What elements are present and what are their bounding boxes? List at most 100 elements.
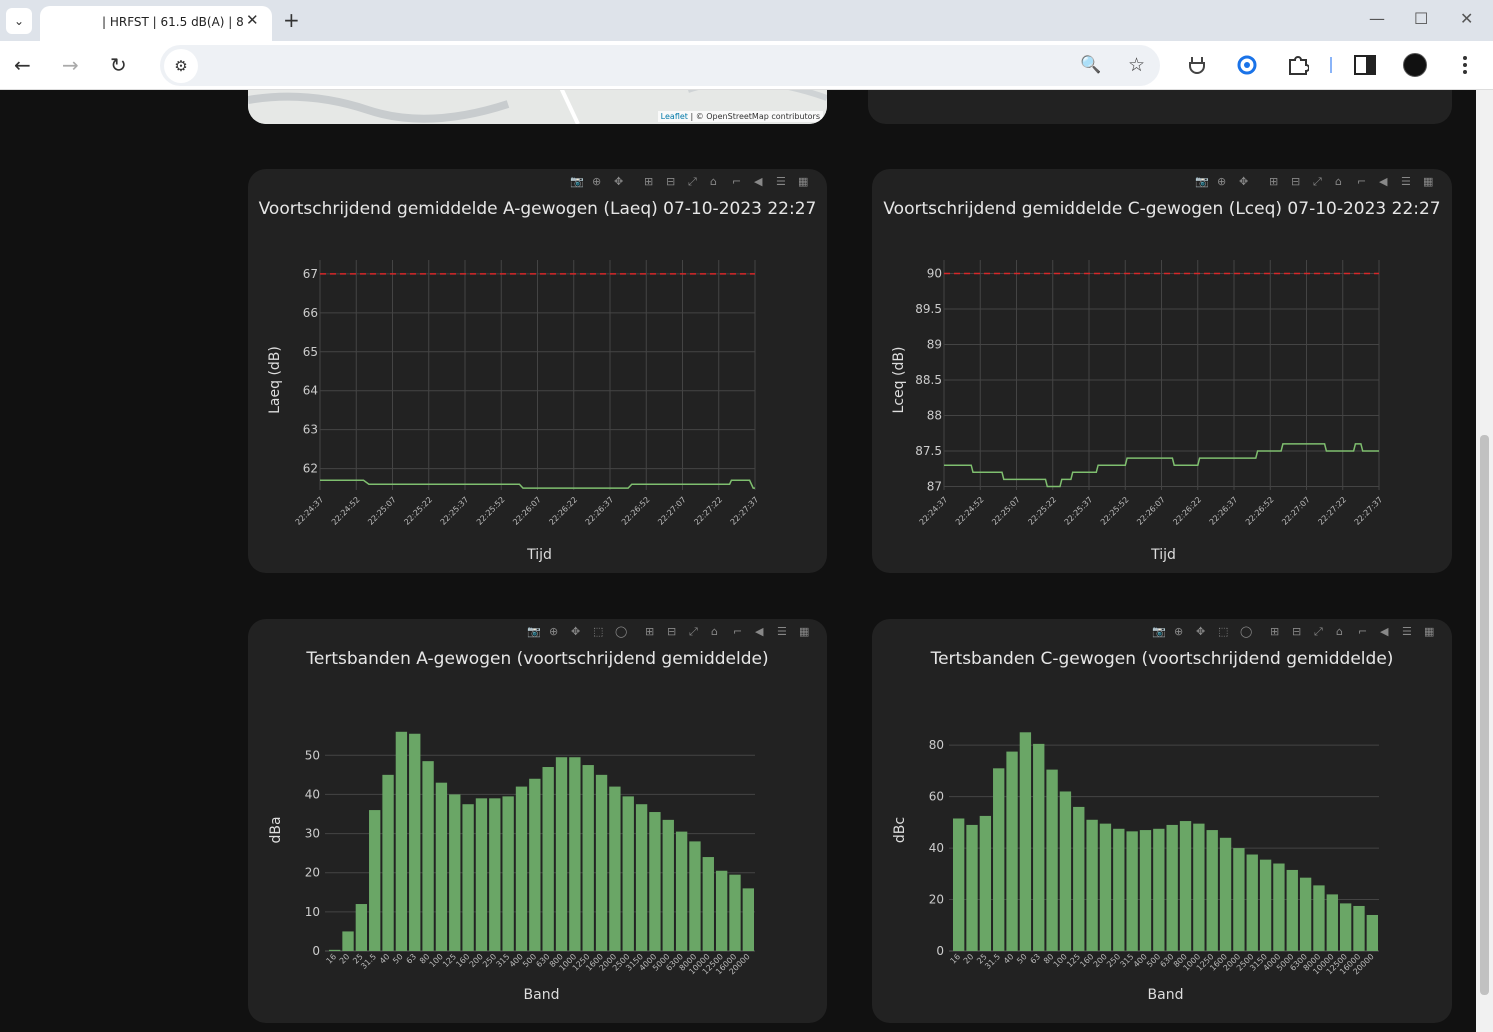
bar <box>1246 854 1258 951</box>
side-panel-icon[interactable] <box>1354 55 1376 75</box>
modebar-zoom-out-icon[interactable]: ⊟ <box>1291 175 1300 188</box>
modebar-hover-closest-icon[interactable]: ◀ <box>1379 175 1388 188</box>
modebar-hover-compare-icon[interactable]: ☰ <box>776 175 786 188</box>
modebar-autoscale-icon[interactable]: ⤢ <box>688 175 697 188</box>
new-tab-button[interactable]: + <box>283 8 300 32</box>
modebar-spike-icon[interactable]: ⌐ <box>732 175 741 188</box>
modebar-hover-compare-icon[interactable]: ☰ <box>777 625 787 638</box>
extensions-puzzle-icon[interactable] <box>1287 54 1309 76</box>
modebar-pan-icon[interactable]: ✥ <box>1239 175 1248 188</box>
x-tick-label: 31.5 <box>359 952 378 971</box>
extension-plug-icon[interactable] <box>1188 55 1206 75</box>
chart-title: Voortschrijdend gemiddelde A-gewogen (La… <box>259 199 817 219</box>
modebar-camera-icon[interactable]: 📷 <box>1152 625 1166 638</box>
tab-close-icon[interactable]: ✕ <box>246 11 259 29</box>
modebar-home-icon[interactable]: ⌂ <box>1335 175 1342 188</box>
x-tick-label: 16 <box>325 952 339 966</box>
site-info-icon[interactable]: ⚙ <box>164 49 198 83</box>
bar <box>1366 914 1378 951</box>
leaflet-link[interactable]: Leaflet <box>660 112 688 121</box>
map-card[interactable]: Leaflet | © OpenStreetMap contributors <box>248 90 827 124</box>
address-bar[interactable]: ⚙ 🔍 ☆ <box>160 45 1160 86</box>
modebar-zoom-out-icon[interactable]: ⊟ <box>666 175 675 188</box>
modebar-zoom-in-icon[interactable]: ⊞ <box>644 175 653 188</box>
tertsbanden-c-chart[interactable]: 📷 ⊕ ✥ ⬚ ◯ ⊞ ⊟ ⤢ ⌂ ⌐ ◀ ☰ ▦ Tertsbanden C-gewogen (voor… <box>872 619 1452 1023</box>
y-tick-label: 20 <box>929 893 944 907</box>
x-tick-label: 22:26:37 <box>584 495 616 527</box>
modebar-zoom-icon[interactable]: ⊕ <box>1217 175 1226 188</box>
modebar-home-icon[interactable]: ⌂ <box>710 175 717 188</box>
modebar-zoom-in-icon[interactable]: ⊞ <box>645 625 654 638</box>
modebar-plotly-logo-icon[interactable]: ▦ <box>798 175 808 188</box>
modebar-pan-icon[interactable]: ✥ <box>1196 625 1205 638</box>
modebar-camera-icon[interactable]: 📷 <box>1195 175 1209 188</box>
modebar-plotly-logo-icon[interactable]: ▦ <box>1424 625 1434 638</box>
modebar-home-icon[interactable]: ⌂ <box>1336 625 1343 638</box>
modebar-zoom-icon[interactable]: ⊕ <box>1174 625 1183 638</box>
modebar-spike-icon[interactable]: ⌐ <box>1358 625 1367 638</box>
scrollbar-thumb[interactable] <box>1480 435 1489 995</box>
x-tick-label: 22:25:52 <box>1099 495 1131 527</box>
bookmark-star-icon[interactable]: ☆ <box>1128 54 1146 76</box>
page-content: Leaflet | © OpenStreetMap contributors 📷… <box>0 90 1476 1032</box>
x-tick-label: 22:26:52 <box>1244 495 1276 527</box>
tab-title: | HRFST | 61.5 dB(A) | 8 <box>102 15 244 29</box>
modebar-autoscale-icon[interactable]: ⤢ <box>1313 175 1322 188</box>
back-button[interactable]: ← <box>14 53 31 77</box>
forward-button[interactable]: → <box>62 53 79 77</box>
menu-kebab-icon[interactable] <box>1462 55 1468 75</box>
modebar-camera-icon[interactable]: 📷 <box>570 175 584 188</box>
modebar-zoom-icon[interactable]: ⊕ <box>592 175 601 188</box>
modebar-home-icon[interactable]: ⌂ <box>711 625 718 638</box>
reload-button[interactable]: ↻ <box>110 53 127 77</box>
zoom-icon[interactable]: 🔍 <box>1080 55 1102 75</box>
modebar-spike-icon[interactable]: ⌐ <box>1357 175 1366 188</box>
y-tick-label: 89.5 <box>915 302 942 316</box>
x-tick-label: 22:25:37 <box>439 495 471 527</box>
y-tick-label: 0 <box>936 944 944 958</box>
osm-attribution: | © OpenStreetMap contributors <box>687 112 820 121</box>
modebar-lasso-select-icon[interactable]: ◯ <box>1240 625 1252 638</box>
extension-target-icon[interactable] <box>1237 55 1257 75</box>
bar <box>542 767 554 951</box>
modebar-hover-compare-icon[interactable]: ☰ <box>1401 175 1411 188</box>
x-tick-label: 50 <box>1015 952 1029 966</box>
modebar-plotly-logo-icon[interactable]: ▦ <box>799 625 809 638</box>
x-tick-label: 20 <box>962 952 976 966</box>
modebar-box-select-icon[interactable]: ⬚ <box>593 625 603 638</box>
modebar-zoom-in-icon[interactable]: ⊞ <box>1270 625 1279 638</box>
active-tab[interactable]: | HRFST | 61.5 dB(A) | 8 ✕ <box>40 6 272 41</box>
modebar-zoom-out-icon[interactable]: ⊟ <box>667 625 676 638</box>
modebar-pan-icon[interactable]: ✥ <box>614 175 623 188</box>
modebar-hover-closest-icon[interactable]: ◀ <box>1380 625 1389 638</box>
modebar-hover-closest-icon[interactable]: ◀ <box>754 175 763 188</box>
bar <box>1259 859 1272 951</box>
maximize-button[interactable]: ☐ <box>1414 9 1429 28</box>
modebar-hover-compare-icon[interactable]: ☰ <box>1402 625 1412 638</box>
modebar-zoom-out-icon[interactable]: ⊟ <box>1292 625 1301 638</box>
modebar-hover-closest-icon[interactable]: ◀ <box>755 625 764 638</box>
bar <box>1126 831 1138 951</box>
modebar-plotly-logo-icon[interactable]: ▦ <box>1423 175 1433 188</box>
tertsbanden-a-chart[interactable]: 📷 ⊕ ✥ ⬚ ◯ ⊞ ⊟ ⤢ ⌂ ⌐ ◀ ☰ ▦ Tertsbanden A-gewogen (voor… <box>248 619 827 1023</box>
modebar-camera-icon[interactable]: 📷 <box>527 625 541 638</box>
profile-avatar[interactable] <box>1403 53 1427 77</box>
tab-search-button[interactable]: ⌄ <box>6 8 32 34</box>
modebar-autoscale-icon[interactable]: ⤢ <box>689 625 698 638</box>
minimize-button[interactable]: — <box>1369 9 1385 28</box>
laeq-chart[interactable]: 📷 ⊕ ✥ ⊞ ⊟ ⤢ ⌂ ⌐ ◀ ☰ ▦ Voortschrijdend gemiddelde A-… <box>248 169 827 573</box>
modebar-pan-icon[interactable]: ✥ <box>571 625 580 638</box>
modebar-lasso-select-icon[interactable]: ◯ <box>615 625 627 638</box>
lceq-chart[interactable]: 📷 ⊕ ✥ ⊞ ⊟ ⤢ ⌂ ⌐ ◀ ☰ ▦ Voortschrijdend gemiddelde C-… <box>872 169 1452 573</box>
bar <box>729 874 741 951</box>
modebar-zoom-icon[interactable]: ⊕ <box>549 625 558 638</box>
x-tick-label: 22:26:22 <box>547 495 579 527</box>
close-window-button[interactable]: ✕ <box>1460 9 1474 28</box>
page-scrollbar[interactable] <box>1476 90 1493 1032</box>
modebar-autoscale-icon[interactable]: ⤢ <box>1314 625 1323 638</box>
modebar-zoom-in-icon[interactable]: ⊞ <box>1269 175 1278 188</box>
modebar-box-select-icon[interactable]: ⬚ <box>1218 625 1228 638</box>
bar <box>1073 806 1085 951</box>
bar <box>662 819 674 951</box>
modebar-spike-icon[interactable]: ⌐ <box>733 625 742 638</box>
